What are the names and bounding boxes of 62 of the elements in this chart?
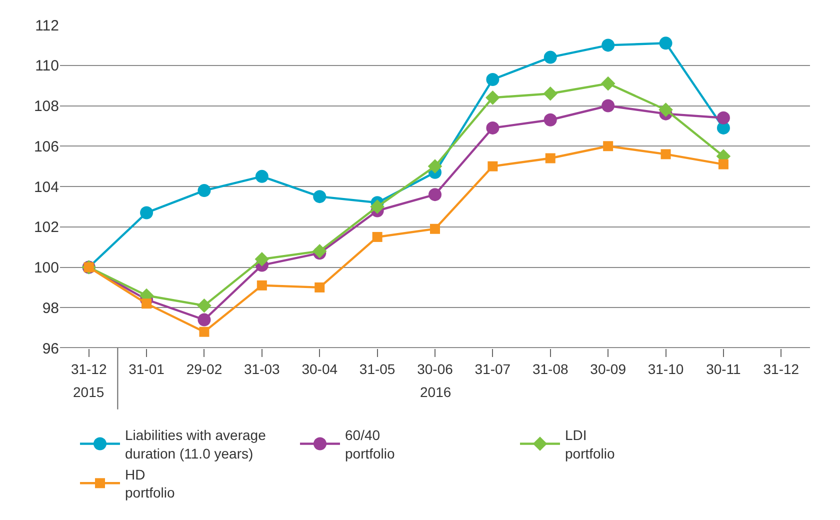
point	[544, 50, 557, 64]
point	[313, 190, 326, 204]
x-tick-label: 31-07	[474, 360, 511, 377]
y-tick-label: 108	[34, 98, 59, 115]
point	[197, 298, 212, 313]
x-tick-label: 31-12	[763, 360, 800, 377]
point	[370, 200, 384, 214]
point	[660, 149, 671, 160]
point	[488, 161, 498, 172]
y-tick-label: 102	[34, 219, 59, 236]
point	[428, 188, 442, 202]
point	[428, 159, 442, 174]
point	[544, 113, 557, 126]
point	[142, 298, 152, 309]
x-tick-label: 29-02	[186, 360, 222, 377]
point	[545, 153, 556, 164]
point	[254, 252, 270, 266]
y-tick-label: 96	[42, 340, 59, 358]
y-tick-label: 100	[34, 260, 59, 276]
x-tick-label: 31-12	[70, 360, 107, 377]
x-tick-label: 31-03	[244, 360, 280, 377]
y-tick-label: 110	[35, 58, 59, 75]
point	[716, 111, 730, 124]
point	[198, 184, 211, 198]
point	[430, 224, 440, 234]
point	[312, 244, 327, 258]
legend-label: HD portfolio	[125, 466, 176, 501]
point	[198, 313, 211, 326]
x-tick-label: 30-04	[302, 360, 338, 377]
legend-label: LDI portfolio	[565, 427, 616, 462]
y-tick-label: 104	[34, 178, 59, 196]
point	[255, 170, 268, 183]
y-tick-label: 98	[42, 300, 59, 317]
point	[600, 76, 616, 91]
text: 2015	[73, 384, 104, 400]
x-tick-label: 30-06	[417, 360, 454, 377]
legend-label: 60/40 portfolio	[345, 427, 396, 462]
point	[486, 90, 500, 105]
point	[372, 232, 382, 242]
point	[602, 38, 615, 52]
x-tick-label: 31-10	[648, 360, 684, 377]
point	[602, 99, 615, 112]
point	[199, 326, 210, 337]
point	[256, 280, 267, 290]
x-tick-label: 30-11	[706, 360, 742, 377]
legend-label: Liabilities with average duration (11.0 years)	[125, 427, 266, 462]
x-tick-label: 31-08	[532, 360, 568, 377]
x-tick-label: 30-09	[590, 360, 626, 377]
point	[718, 159, 728, 170]
text: 2016	[420, 384, 452, 400]
point	[486, 73, 500, 86]
point	[486, 121, 500, 134]
x-tick-label: 31-05	[359, 360, 396, 377]
x-tick-label: 31-01	[128, 360, 165, 377]
point	[603, 141, 614, 152]
y-tick-label: 112	[35, 17, 59, 34]
point	[314, 282, 325, 292]
y-tick-label: 106	[34, 138, 59, 156]
point	[659, 36, 672, 50]
point	[543, 86, 558, 101]
point	[658, 102, 673, 117]
point	[140, 206, 154, 220]
